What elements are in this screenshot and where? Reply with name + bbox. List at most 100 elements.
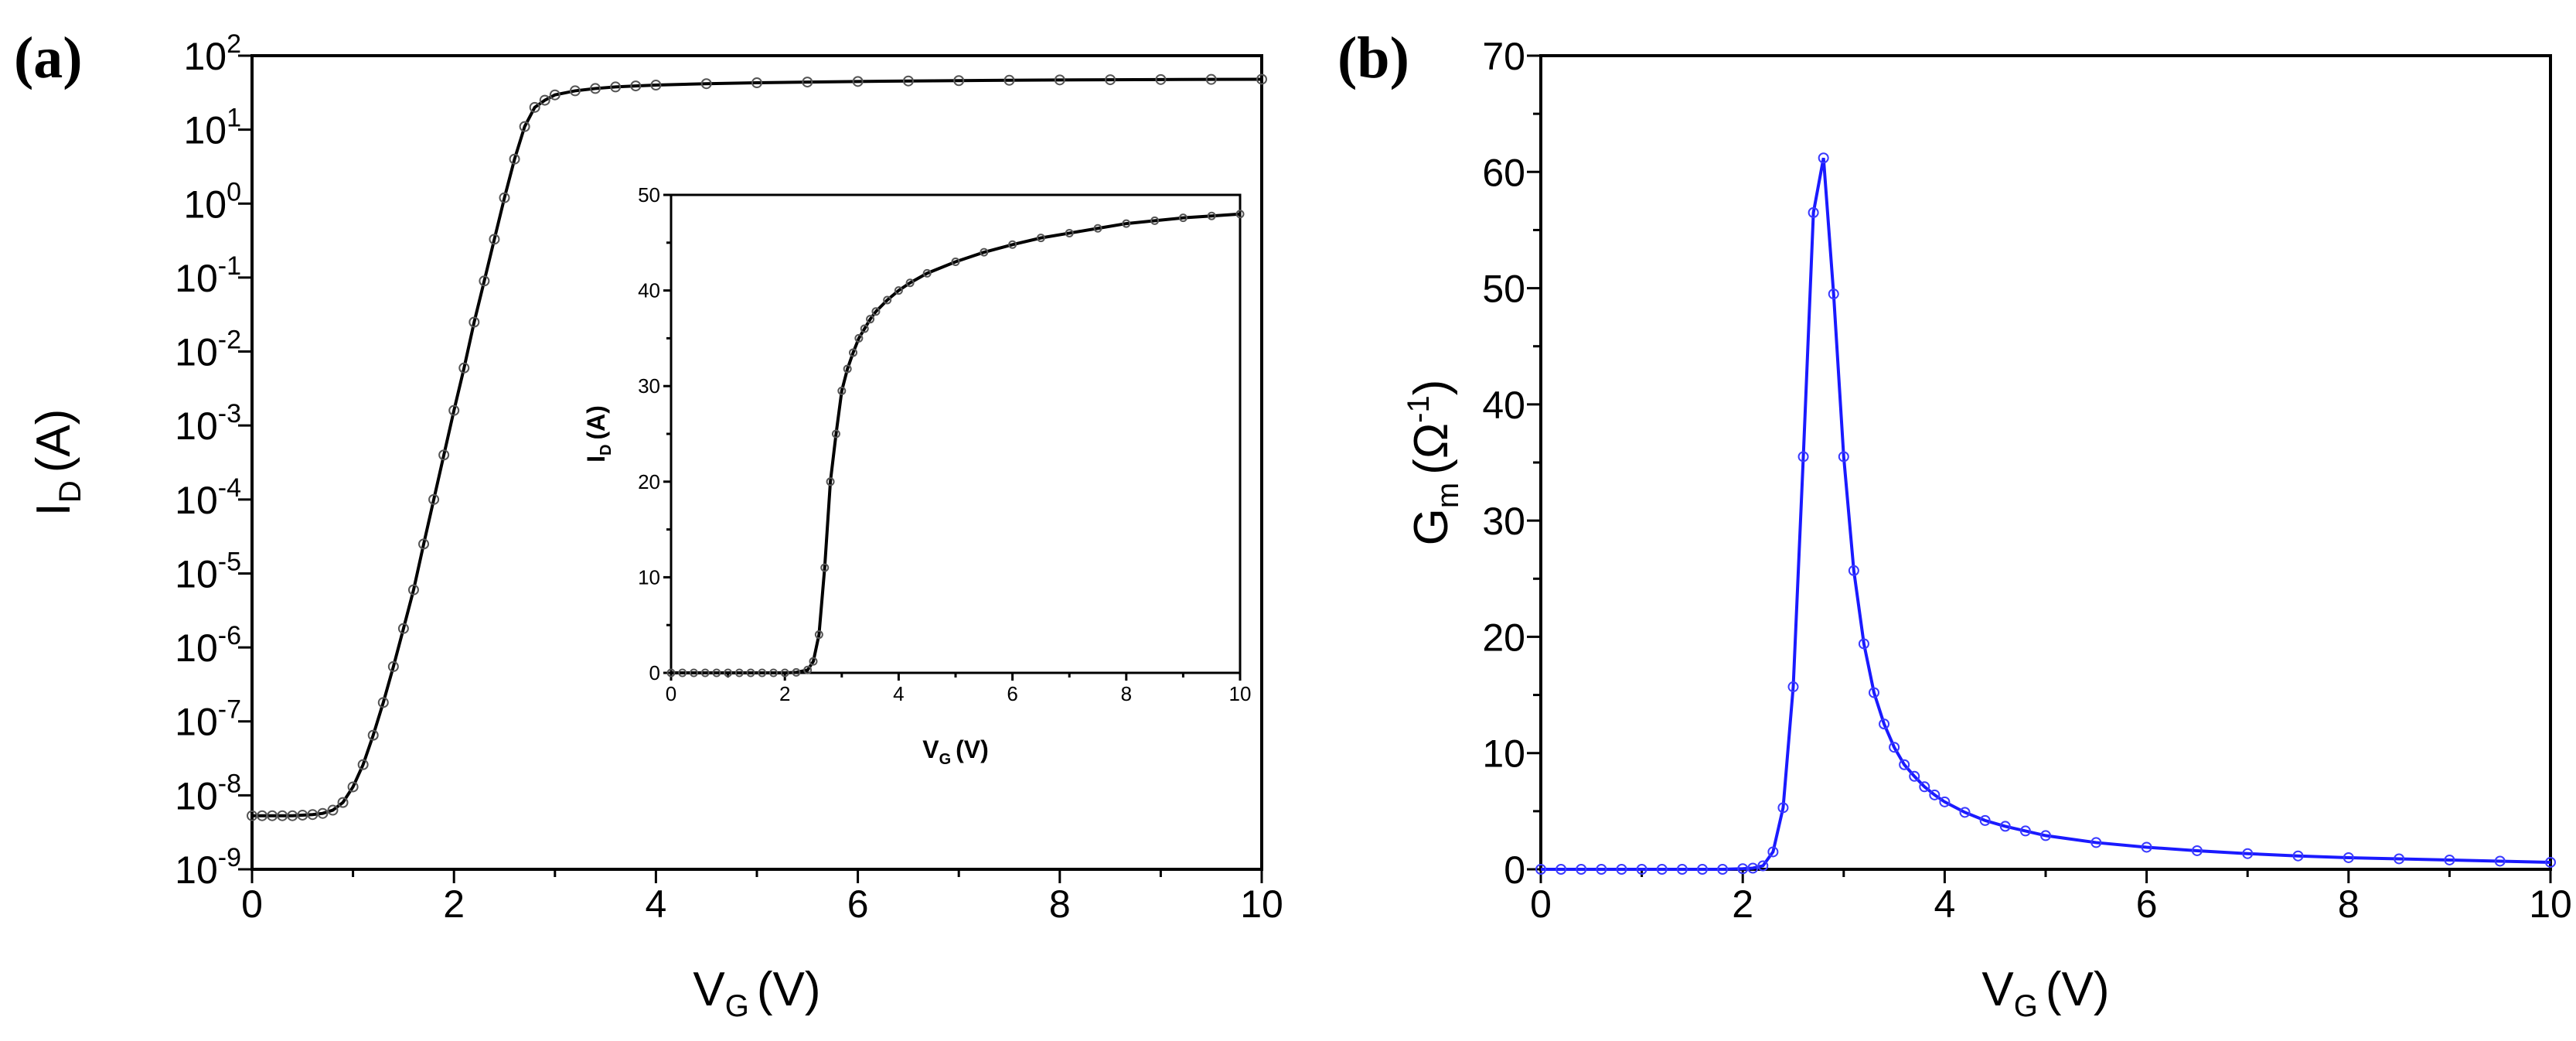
b-series-point [1868,687,1879,698]
a-ytick-label: 102 [183,29,241,78]
a-series-point [529,101,540,113]
inset-series-point [1008,240,1017,249]
panel-b-y-axis-title: Gm(Ω-1) [1402,380,1465,546]
b-ytick-label: 40 [1482,384,1525,427]
a-series-point [397,623,409,634]
b-series-point [2242,848,2254,859]
inset-ytick-label: 20 [638,470,660,493]
inset-series-point [1178,213,1187,223]
a-series-line [252,77,1262,817]
b-ytick-label: 70 [1482,35,1525,78]
panel-a: (a) 0 2 4 6 8 10 10210110010-110-210-310-410-… [14,26,1283,1023]
a-series-point [297,809,308,821]
b-series-point [1939,796,1951,807]
b-xtick-label: 2 [1732,882,1753,926]
a-ytick-label: 10-4 [175,473,241,522]
b-series-point [2343,852,2354,863]
panel-a-y-axis: 102 101 100 10-1 10-2 10-3 10-4 10-5 10-6 10-7 10-… [175,29,252,892]
b-series-point [1757,860,1769,872]
b-series-point [2191,845,2203,856]
b-series-point [1828,288,1839,300]
a-ytick-label: 10-2 [175,326,241,374]
a-ytick-label: 10-5 [175,547,241,596]
b-series-point [1747,862,1759,874]
panel-b-plot-frame [1539,54,2552,871]
inset-x-axis-title: VG (V) [922,736,989,768]
inset-series-point [700,668,710,678]
b-series-point [1899,759,1910,770]
a-series-point [327,804,339,816]
a-xtick-label: 10 [1240,882,1283,926]
b-series-point [2040,830,2051,841]
b-series-point [2494,855,2506,867]
inset-ytick-label: 30 [638,374,660,398]
a-xtick-label: 0 [241,882,263,926]
inset-background [670,193,1242,674]
inset-series-point [1122,219,1131,228]
a-series-point [802,77,813,88]
inset-series-point [905,278,915,288]
b-series-point [1838,451,1849,462]
inset-series-point [951,258,960,267]
b-series-point [1555,864,1567,875]
a-series-point [277,810,288,821]
inset-series-point [837,386,847,395]
b-series-point [1777,802,1789,814]
a-ytick-label: 10-6 [175,621,241,670]
inset-series-point [980,247,989,257]
b-series-point [1535,864,1546,875]
a-series-point [1256,73,1267,85]
b-series-point [1717,864,1729,875]
inset-ytick-label: 10 [638,565,660,589]
b-series-point [1656,864,1668,875]
a-series-point [852,76,864,87]
a-series-point [1155,73,1167,85]
b-series-point [1696,864,1708,875]
inset-series-point [689,668,698,678]
panel-a-x-axis: 0 2 4 6 8 10 [241,869,1283,926]
a-xtick-label: 4 [645,882,666,926]
a-xtick-label: 8 [1049,882,1071,926]
a-series-point [479,275,490,287]
a-series-point [953,75,965,87]
b-xtick-label: 6 [2136,882,2158,926]
panel-b-x-axis: 0 2 4 6 8 10 [1530,869,2572,926]
a-series-point [1054,74,1065,86]
a-series-point [387,660,399,672]
b-ytick-label: 10 [1482,732,1525,776]
inset-series-line [671,212,1241,674]
a-series-point [751,77,762,89]
inset-series-point [758,668,767,678]
a-ytick-label: 10-7 [175,695,241,744]
panel-a-y-axis-title: ID(A) [27,409,87,517]
a-series-point [438,449,450,461]
inset-y-axis-title: ID(A) [582,405,615,462]
b-series-point [2292,850,2304,862]
b-xtick-label: 10 [2529,882,2572,926]
b-series-line [1541,157,2551,871]
panel-a-series-id [247,73,1267,821]
inset-series-point [712,668,721,678]
inset-series-point [792,667,801,677]
a-ytick-label: 101 [183,104,241,152]
inset-series-point [1207,211,1216,220]
b-ytick-label: 20 [1482,616,1525,659]
a-ytick-label: 10-3 [175,399,241,448]
a-series-point [630,80,642,92]
panel-b-x-axis-title: VG (V) [1981,963,2109,1023]
b-series-point [2019,825,2031,837]
b-series-point [1676,864,1688,875]
inset-ytick-label: 40 [638,279,660,302]
a-series-point [428,493,440,505]
b-series-point [1797,451,1809,462]
inset-series-point [883,295,892,305]
panel-b-series-gm [1535,152,2556,875]
inset-series-point [1093,224,1102,233]
inset-series-point [854,333,864,343]
panel-a-x-axis-title: VG (V) [693,963,820,1023]
b-series-point [1959,807,1971,818]
a-series-point [407,584,419,596]
inset-series-point [780,668,789,678]
b-series-point [1919,781,1930,793]
inset-series-point [894,286,903,295]
